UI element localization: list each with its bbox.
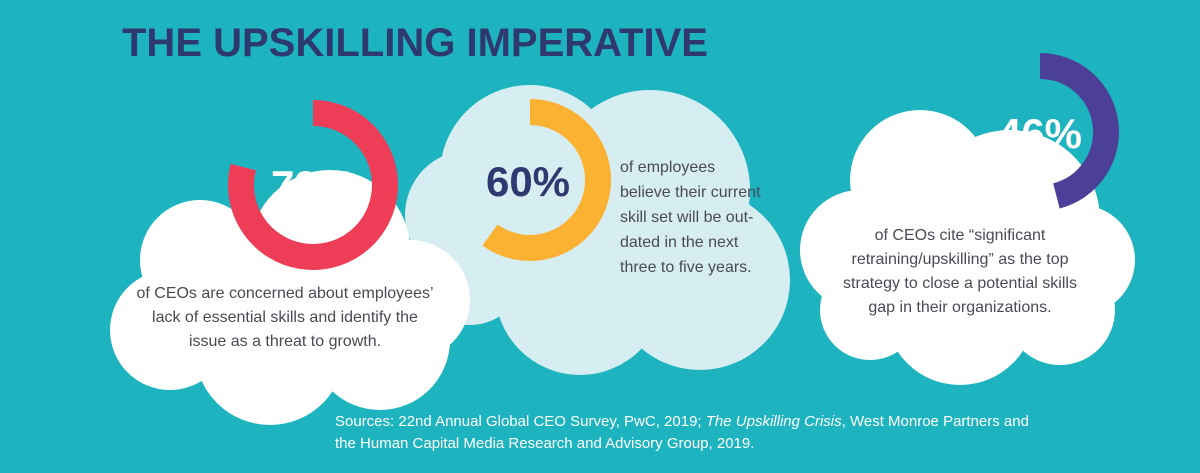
cloud-3 (800, 110, 1135, 385)
sources-text: Sources: 22nd Annual Global CEO Survey, … (335, 413, 706, 430)
sources-line: the Human Capital Media Research and Adv… (335, 435, 754, 452)
stat-value: 79% (271, 162, 355, 209)
progress-ring (228, 100, 398, 270)
stat-description: issue as a threat to growth. (189, 333, 381, 350)
rings: 79% of CEOs are concerned about employees… (136, 53, 1119, 350)
stat-value: 46% (998, 110, 1082, 157)
progress-ring (1039, 53, 1119, 209)
stat-description: of CEOs are concerned about employees’ (136, 285, 433, 302)
stat-description: gap in their organizations. (868, 299, 1051, 316)
stat-description: dated in the next (620, 234, 739, 251)
stat-description: lack of essential skills and identify th… (152, 309, 418, 326)
sources-text: , West Monroe Partners and (842, 413, 1029, 430)
stat-description: of employees (620, 159, 715, 176)
stat-description: three to five years. (620, 259, 752, 276)
sources-title: The Upskilling Crisis (706, 413, 842, 430)
stat-value: 60% (486, 158, 570, 205)
cloud-1 (110, 170, 470, 425)
stat-description: strategy to close a potential skills (843, 275, 1077, 292)
stat-description: of CEOs cite “significant (875, 227, 1046, 244)
stat-description: retraining/upskilling” as the top (851, 251, 1068, 268)
progress-ring (482, 99, 611, 261)
stat-description: believe their current (620, 184, 761, 201)
sources-line: Sources: 22nd Annual Global CEO Survey, … (335, 413, 1029, 430)
title: THE UPSKILLING IMPERATIVE (122, 21, 708, 65)
stat-description: skill set will be out- (620, 209, 753, 226)
